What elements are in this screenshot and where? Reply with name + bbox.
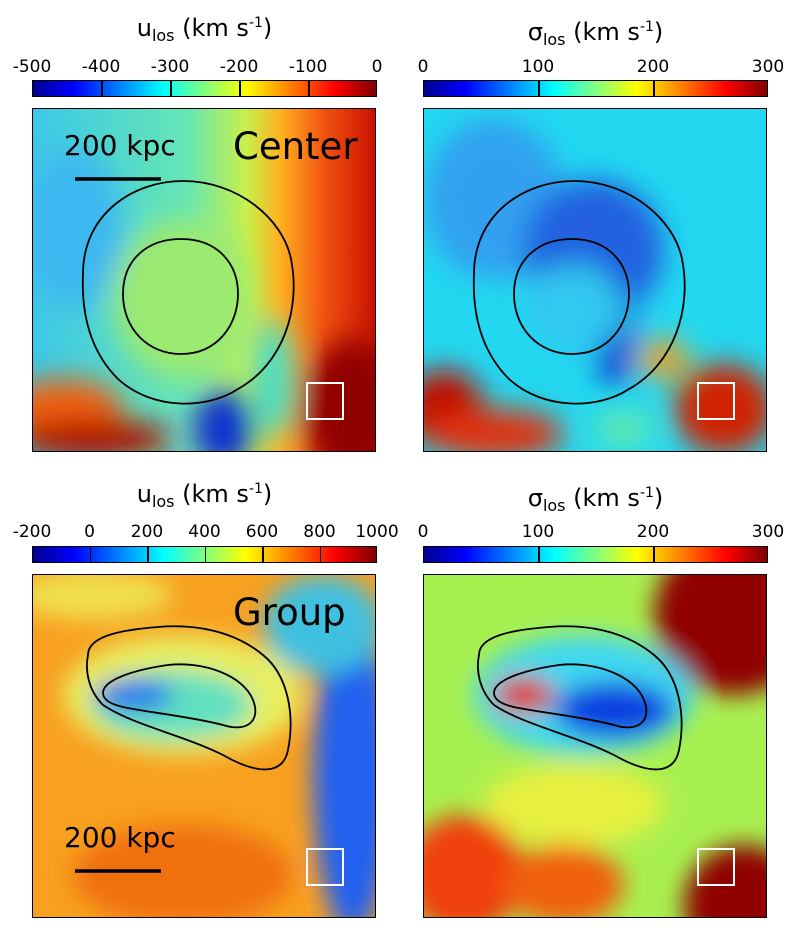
region-box xyxy=(697,848,735,886)
colorbar-tick-mark xyxy=(101,81,103,96)
scale-bar-label: 200 kpc xyxy=(64,129,176,162)
heatmap-ulos-center: 200 kpc Center xyxy=(32,108,376,452)
region-box xyxy=(306,848,344,886)
contour-outer xyxy=(86,625,292,771)
heatmap-sigma-center xyxy=(423,108,767,452)
colorbar-tick-mark xyxy=(308,81,310,96)
colorbar-tick-label: 0 xyxy=(84,522,95,542)
colorbar-tick-label: -400 xyxy=(81,57,121,77)
colorbar-tick-label: 300 xyxy=(751,522,785,542)
contour-outer xyxy=(81,180,295,405)
contour-outer xyxy=(477,625,683,771)
row-label-center: Center xyxy=(233,125,358,168)
colorbar-tick-mark xyxy=(538,81,540,96)
colorbar-ulos-center xyxy=(32,80,377,97)
contour-inner xyxy=(122,238,239,355)
row-label-group: Group xyxy=(233,591,346,634)
colorbar-tick-mark xyxy=(653,81,655,96)
scale-bar-label: 200 kpc xyxy=(64,821,176,854)
contour-inner xyxy=(493,663,648,729)
contour-inner xyxy=(102,663,257,729)
colorbar-sigma-center xyxy=(423,80,768,97)
colorbar-tick-label: 200 xyxy=(636,522,670,542)
colorbar-tick-label: -200 xyxy=(12,522,52,542)
colorbar-tick-mark xyxy=(147,547,149,562)
contour-outer xyxy=(472,180,686,405)
colorbar-title-sigma-center: σlos (km s-1) xyxy=(527,18,664,49)
colorbar-tick-label: 300 xyxy=(751,57,785,77)
colorbar-tick-label: 1000 xyxy=(355,522,399,542)
colorbar-ulos-group xyxy=(32,546,377,563)
colorbar-tick-label: 800 xyxy=(303,522,336,542)
colorbar-tick-label: -500 xyxy=(12,57,52,77)
colorbar-title-ulos-center: ulos (km s-1) xyxy=(136,14,273,45)
region-box xyxy=(306,382,344,420)
colorbar-tick-label: 200 xyxy=(636,57,670,77)
colorbar-tick-mark xyxy=(89,547,91,562)
colorbar-tick-label: -100 xyxy=(288,57,328,77)
heatmap-ulos-group: Group 200 kpc xyxy=(32,574,376,918)
colorbar-tick-mark xyxy=(653,547,655,562)
colorbar-title-sigma-group: σlos (km s-1) xyxy=(527,484,664,515)
colorbar-tick-label: 100 xyxy=(521,57,555,77)
colorbar-tick-label: -200 xyxy=(219,57,259,77)
colorbar-tick-mark xyxy=(170,81,172,96)
colorbar-tick-label: 0 xyxy=(417,522,429,542)
colorbar-tick-label: 0 xyxy=(417,57,429,77)
region-box xyxy=(697,382,735,420)
colorbar-tick-label: 400 xyxy=(188,522,221,542)
colorbar-tick-label: 100 xyxy=(521,522,555,542)
colorbar-tick-label: 200 xyxy=(130,522,164,542)
heatmap-sigma-group xyxy=(423,574,767,918)
colorbar-tick-mark xyxy=(538,547,540,562)
colorbar-tick-mark xyxy=(262,547,264,562)
colorbar-tick-mark xyxy=(239,81,241,96)
colorbar-sigma-group xyxy=(423,546,768,563)
colorbar-tick-mark xyxy=(204,547,206,562)
colorbar-tick-mark xyxy=(319,547,321,562)
colorbar-tick-label: 0 xyxy=(371,57,383,77)
colorbar-title-ulos-group: ulos (km s-1) xyxy=(136,480,273,511)
contour-inner xyxy=(513,238,630,355)
colorbar-tick-label: 600 xyxy=(245,522,279,542)
colorbar-tick-label: -300 xyxy=(150,57,190,77)
